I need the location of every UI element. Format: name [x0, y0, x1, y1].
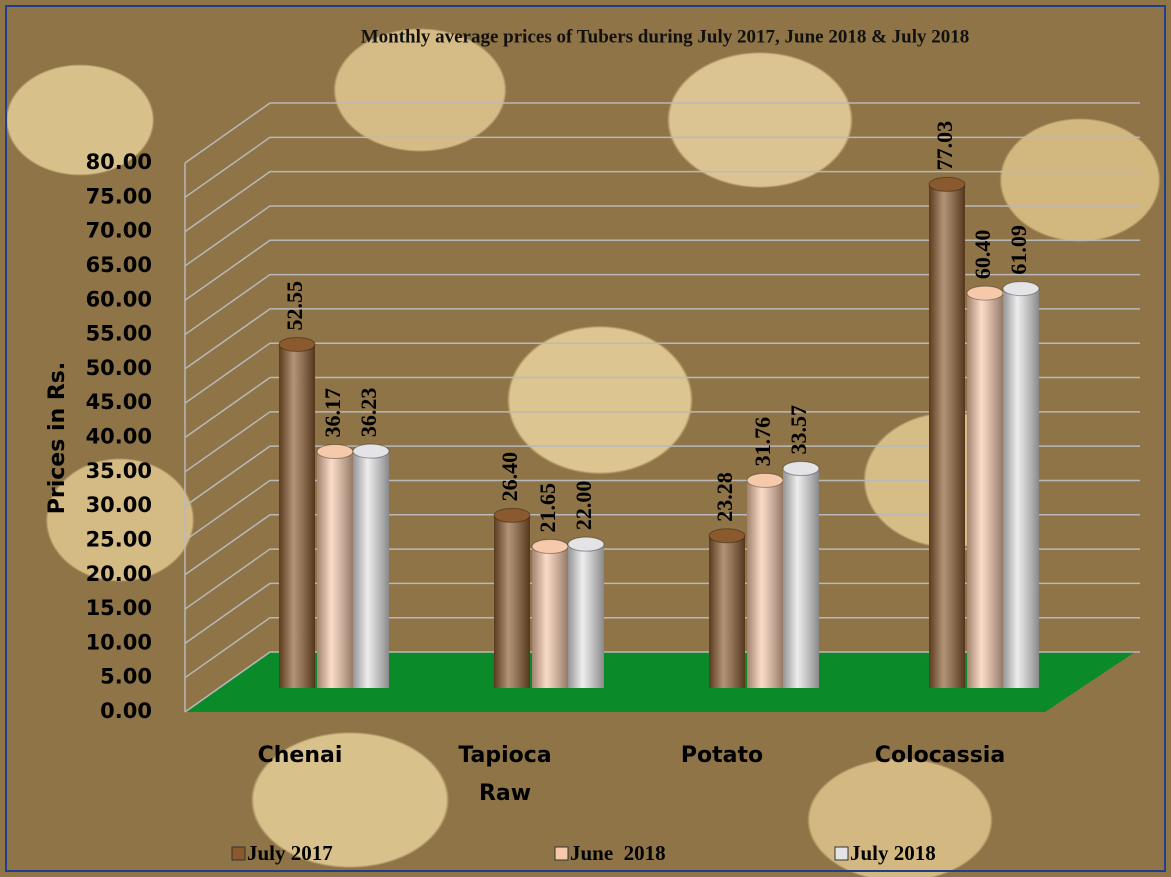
legend-swatch [232, 847, 245, 860]
y-tick-label: 5.00 [100, 665, 152, 689]
value-label: 61.09 [1006, 225, 1031, 275]
y-tick-label: 65.00 [86, 253, 152, 277]
legend-label: July 2017 [247, 841, 333, 865]
grid-line [185, 103, 1140, 163]
value-label: 31.76 [750, 417, 775, 467]
bar-shade [568, 544, 604, 688]
y-tick-label: 40.00 [86, 425, 152, 449]
y-axis-label: Prices in Rs. [45, 362, 70, 515]
y-tick-label: 60.00 [86, 287, 152, 311]
y-tick-label: 30.00 [86, 493, 152, 517]
y-tick-label: 0.00 [100, 699, 152, 723]
bar-top [353, 444, 389, 458]
bar-top [783, 462, 819, 476]
y-tick-label: 45.00 [86, 390, 152, 414]
bar-shade [494, 515, 530, 688]
value-label: 26.40 [497, 452, 522, 502]
value-label: 60.40 [970, 230, 995, 280]
y-tick-label: 10.00 [86, 630, 152, 654]
bar-shade [967, 293, 1003, 688]
y-tick-label: 50.00 [86, 356, 152, 380]
legend-swatch [835, 847, 848, 860]
grid-line [185, 206, 1140, 266]
bar-top [494, 508, 530, 522]
y-tick-label: 75.00 [86, 184, 152, 208]
bar-top [568, 537, 604, 551]
bar-shade [353, 451, 389, 688]
y-tick-label: 70.00 [86, 219, 152, 243]
y-tick-label: 35.00 [86, 459, 152, 483]
bar-top [317, 445, 353, 459]
value-label: 36.17 [320, 388, 345, 438]
grid-line [185, 137, 1140, 197]
bar-top [1003, 282, 1039, 296]
legend-label: June 2018 [570, 841, 666, 865]
y-tick-label: 25.00 [86, 527, 152, 551]
value-label: 52.55 [282, 281, 307, 331]
value-label: 22.00 [571, 481, 596, 531]
bar-shade [783, 469, 819, 688]
bar-shade [279, 344, 315, 688]
bar-shade [929, 184, 965, 688]
legend-label: July 2018 [850, 841, 936, 865]
y-tick-label: 80.00 [86, 150, 152, 174]
x-tick-label: Chenai [258, 737, 343, 775]
value-label: 77.03 [932, 121, 957, 171]
x-tick-label: Tapioca Raw [458, 737, 551, 813]
grid-line [185, 172, 1140, 232]
bar-shade [317, 452, 353, 688]
chart: Monthly average prices of Tubers during … [0, 0, 1171, 877]
value-label: 33.57 [786, 405, 811, 455]
bar-top [279, 337, 315, 351]
bar-shade [747, 480, 783, 688]
bar-shade [532, 546, 568, 688]
bar-top [747, 473, 783, 487]
bar-shade [709, 536, 745, 688]
bar-top [709, 529, 745, 543]
x-tick-label: Colocassia [875, 737, 1005, 775]
y-tick-label: 20.00 [86, 562, 152, 586]
chart-title: Monthly average prices of Tubers during … [361, 26, 970, 47]
value-label: 21.65 [535, 483, 560, 533]
y-tick-label: 55.00 [86, 322, 152, 346]
legend-swatch [555, 847, 568, 860]
value-label: 36.23 [356, 388, 381, 438]
bar-shade [1003, 289, 1039, 688]
bar-top [532, 539, 568, 553]
y-tick-label: 15.00 [86, 596, 152, 620]
bar-top [967, 286, 1003, 300]
value-label: 23.28 [712, 472, 737, 522]
x-tick-label: Potato [681, 737, 763, 775]
bar-top [929, 177, 965, 191]
